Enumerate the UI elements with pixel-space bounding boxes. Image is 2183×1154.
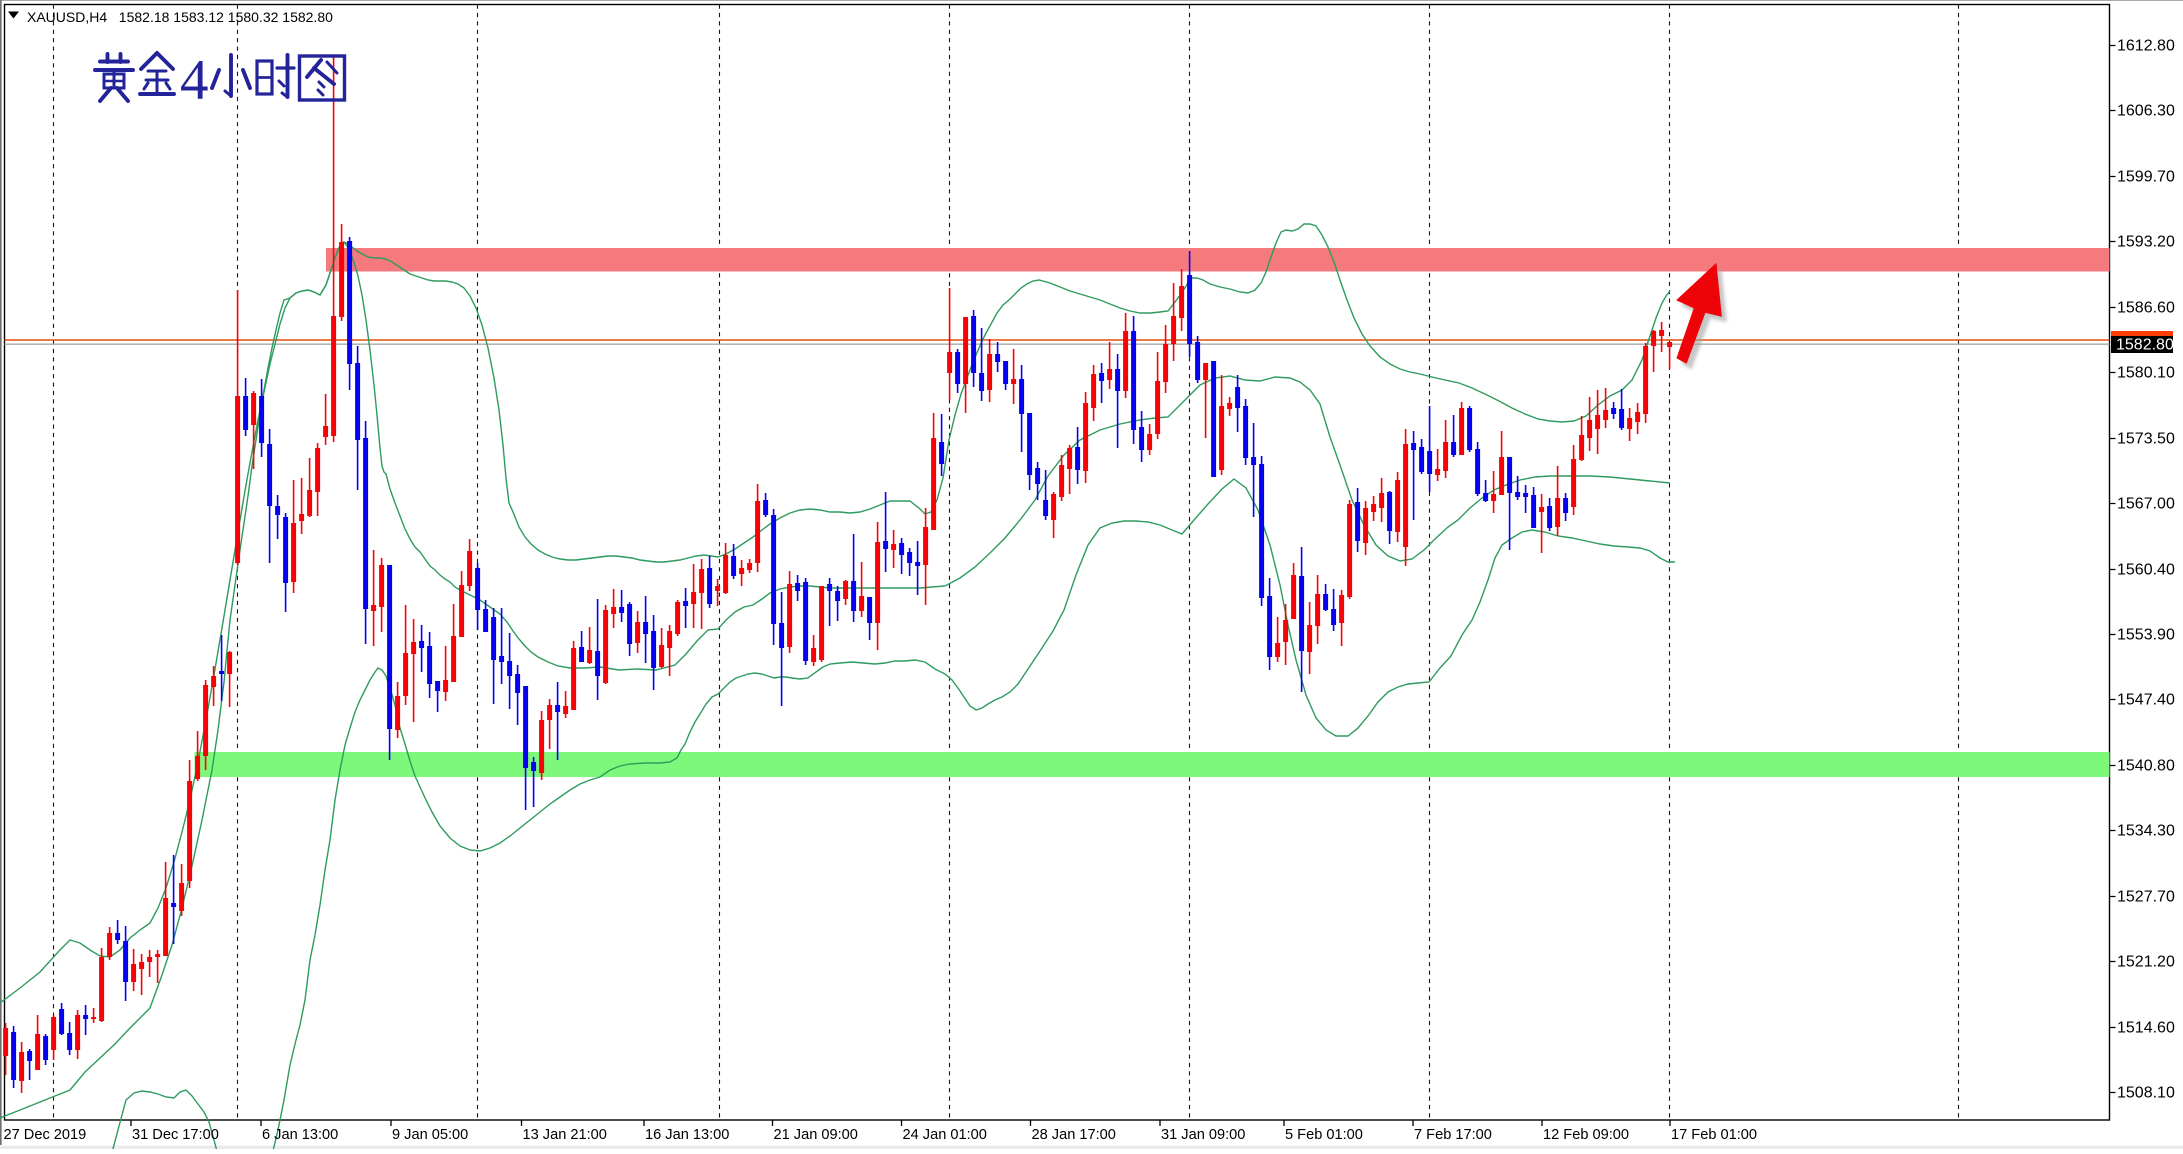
svg-text:9 Jan 05:00: 9 Jan 05:00 — [392, 1127, 468, 1143]
svg-text:1573.50: 1573.50 — [2117, 431, 2175, 448]
svg-text:1547.40: 1547.40 — [2117, 692, 2175, 709]
svg-text:13 Jan 21:00: 13 Jan 21:00 — [523, 1127, 607, 1143]
svg-text:5 Feb 01:00: 5 Feb 01:00 — [1285, 1127, 1363, 1143]
svg-text:1514.60: 1514.60 — [2117, 1020, 2175, 1037]
svg-text:21 Jan 09:00: 21 Jan 09:00 — [774, 1127, 858, 1143]
svg-text:1527.70: 1527.70 — [2117, 889, 2175, 906]
svg-text:1593.20: 1593.20 — [2117, 234, 2175, 251]
svg-text:1599.70: 1599.70 — [2117, 169, 2175, 186]
svg-text:31 Jan 09:00: 31 Jan 09:00 — [1161, 1127, 1245, 1143]
svg-text:1553.90: 1553.90 — [2117, 627, 2175, 644]
svg-text:27 Dec 2019: 27 Dec 2019 — [4, 1127, 87, 1143]
svg-text:1586.60: 1586.60 — [2117, 300, 2175, 317]
svg-text:17 Feb 01:00: 17 Feb 01:00 — [1671, 1127, 1757, 1143]
svg-text:1508.10: 1508.10 — [2117, 1085, 2175, 1102]
svg-text:1606.30: 1606.30 — [2117, 103, 2175, 120]
svg-text:1582.80: 1582.80 — [2116, 337, 2174, 354]
svg-text:1534.30: 1534.30 — [2117, 823, 2175, 840]
svg-text:1521.20: 1521.20 — [2117, 954, 2175, 971]
svg-text:1580.10: 1580.10 — [2117, 365, 2175, 382]
svg-text:16 Jan 13:00: 16 Jan 13:00 — [645, 1127, 729, 1143]
svg-text:28 Jan 17:00: 28 Jan 17:00 — [1032, 1127, 1116, 1143]
svg-text:XAUUSD,H4 1582.18 1583.12 15: XAUUSD,H4 1582.18 1583.12 1580.32 1582.8… — [27, 9, 333, 25]
svg-text:24 Jan 01:00: 24 Jan 01:00 — [903, 1127, 987, 1143]
svg-text:1567.00: 1567.00 — [2117, 496, 2175, 513]
svg-text:7 Feb 17:00: 7 Feb 17:00 — [1414, 1127, 1492, 1143]
svg-text:31 Dec 17:00: 31 Dec 17:00 — [132, 1127, 219, 1143]
svg-text:6 Jan 13:00: 6 Jan 13:00 — [262, 1127, 338, 1143]
svg-text:4: 4 — [180, 49, 209, 112]
svg-text:12 Feb 09:00: 12 Feb 09:00 — [1543, 1127, 1629, 1143]
svg-text:1540.80: 1540.80 — [2117, 758, 2175, 775]
svg-text:1560.40: 1560.40 — [2117, 562, 2175, 579]
svg-text:1612.80: 1612.80 — [2117, 38, 2175, 55]
